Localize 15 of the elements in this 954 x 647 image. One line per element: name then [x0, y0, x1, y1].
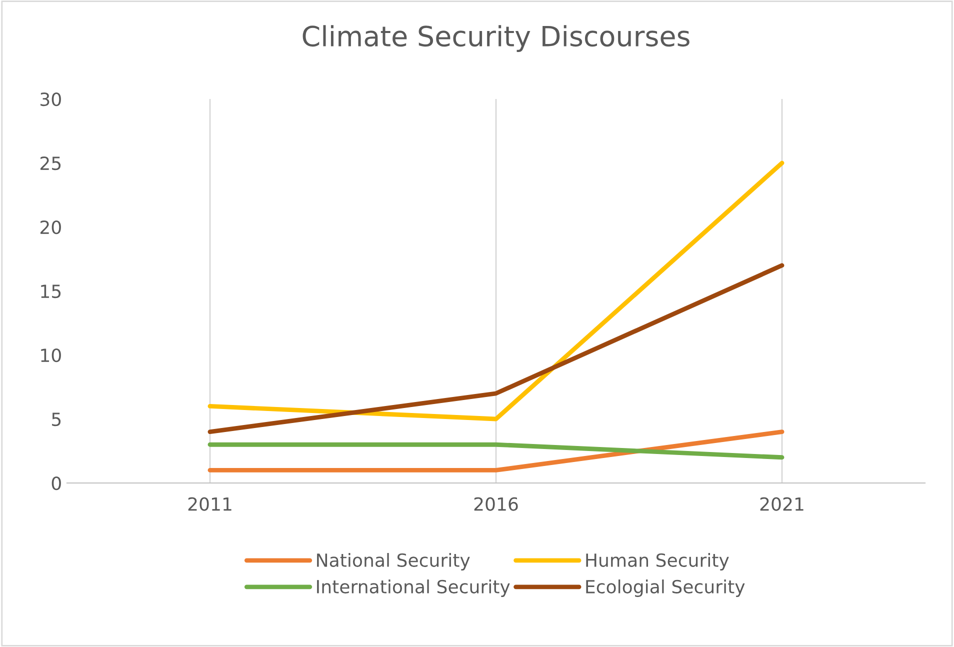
y-tick-label: 20 [40, 220, 61, 234]
y-tick-label: 5 [52, 412, 61, 426]
chart-title: Climate Security Discourses [302, 25, 690, 52]
y-tick-label: 25 [40, 156, 61, 170]
x-tick-label: 2021 [760, 497, 804, 511]
legend-label: National Security [317, 553, 470, 570]
legend-label: International Security [317, 580, 510, 597]
y-tick-label: 15 [41, 284, 61, 298]
y-tick-label: 30 [40, 92, 61, 106]
x-tick-label: 2011 [188, 497, 232, 511]
legend-label: Human Security [586, 553, 729, 570]
y-tick-label: 0 [52, 476, 61, 490]
y-tick-label: 10 [41, 348, 61, 362]
x-tick-label: 2016 [474, 497, 518, 511]
legend-label: Ecologial Security [586, 580, 745, 597]
